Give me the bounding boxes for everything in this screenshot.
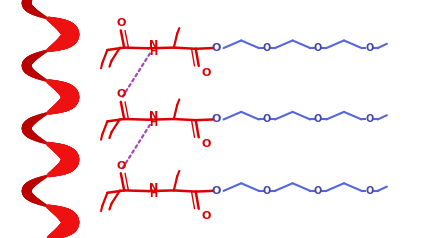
Text: N: N [149, 111, 159, 121]
Text: H: H [149, 47, 157, 57]
Text: O: O [117, 18, 126, 28]
Text: O: O [201, 139, 210, 149]
Text: O: O [262, 114, 271, 124]
Text: O: O [201, 211, 210, 221]
Text: O: O [365, 43, 373, 53]
Text: O: O [201, 68, 210, 78]
Text: H: H [149, 118, 157, 128]
Text: O: O [262, 43, 271, 53]
Text: H: H [149, 189, 157, 199]
Text: O: O [314, 114, 322, 124]
Text: O: O [211, 114, 221, 124]
Text: O: O [211, 43, 221, 53]
Text: O: O [117, 161, 126, 171]
Text: O: O [117, 89, 126, 99]
Text: O: O [314, 43, 322, 53]
Text: O: O [211, 186, 221, 196]
Text: O: O [365, 186, 373, 196]
Text: O: O [314, 186, 322, 196]
Text: N: N [149, 183, 159, 193]
Text: N: N [149, 40, 159, 50]
Text: O: O [365, 114, 373, 124]
Text: O: O [262, 186, 271, 196]
